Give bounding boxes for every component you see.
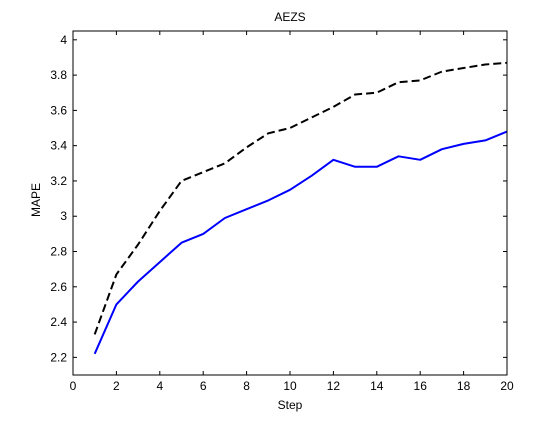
chart-title: AEZS <box>274 10 305 24</box>
x-tick-label: 20 <box>500 379 514 393</box>
x-tick-label: 0 <box>70 379 77 393</box>
y-tick-label: 2.8 <box>50 245 67 259</box>
y-tick-label: 3 <box>60 209 67 223</box>
x-tick-label: 12 <box>327 379 341 393</box>
x-tick-label: 16 <box>414 379 428 393</box>
y-axis-label: MAPE <box>29 183 43 217</box>
series-line-1 <box>93 61 508 335</box>
series-layer <box>93 61 508 355</box>
x-tick-label: 14 <box>370 379 384 393</box>
axes-layer: 0 2 4 6 8 10 12 14 16 18 20 2.2 2.4 2.6 2.8 3 3.2 3.4 3.6 3… <box>50 30 514 393</box>
x-tick-label: 18 <box>457 379 471 393</box>
y-tick-label: 3.8 <box>50 68 67 82</box>
x-tick-label: 10 <box>283 379 297 393</box>
y-tick-label: 2.2 <box>50 350 67 364</box>
x-tick-label: 4 <box>156 379 163 393</box>
x-tick-label: 8 <box>243 379 250 393</box>
y-tick-label: 2.6 <box>50 280 67 294</box>
x-axis-label: Step <box>278 398 303 412</box>
y-tick-label: 3.2 <box>50 174 67 188</box>
x-tick-label: 6 <box>200 379 207 393</box>
series-line-2 <box>93 130 508 355</box>
y-tick-label: 4 <box>60 33 67 47</box>
y-tick-label: 3.4 <box>50 139 67 153</box>
y-tick-label: 2.4 <box>50 315 67 329</box>
x-tick-label: 2 <box>113 379 120 393</box>
y-tick-label: 3.6 <box>50 103 67 117</box>
